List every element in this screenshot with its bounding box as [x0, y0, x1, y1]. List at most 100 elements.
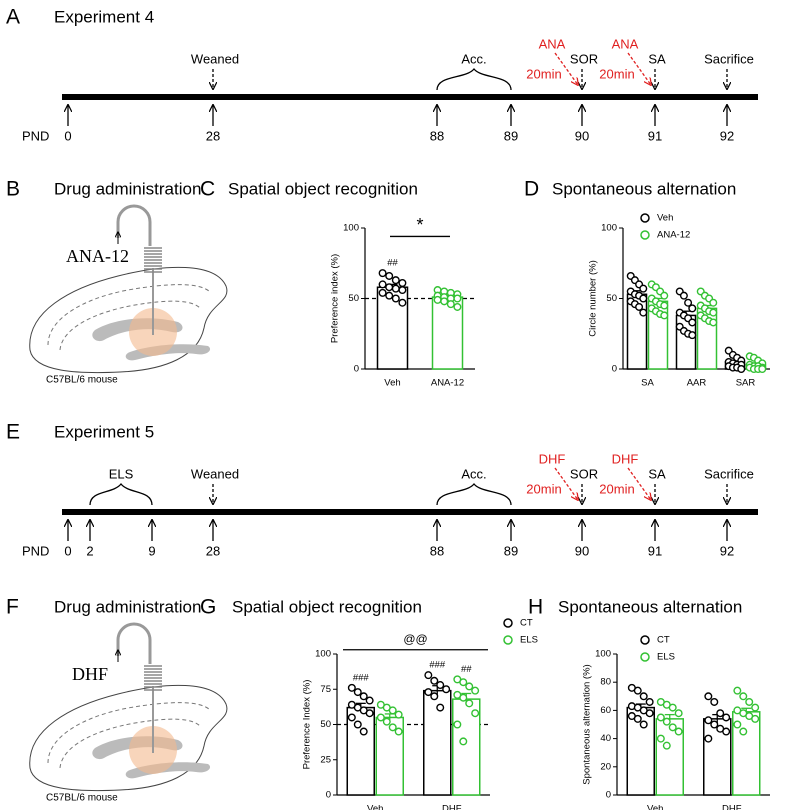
- data-point: [704, 716, 713, 725]
- data-point: [645, 697, 654, 706]
- event-label: Sacrifice: [704, 51, 754, 66]
- data-point: [365, 696, 374, 705]
- data-point: [391, 294, 400, 303]
- drug-arrow: [554, 467, 578, 500]
- panel-label: C: [200, 178, 215, 201]
- data-point: [424, 688, 433, 697]
- data-point: [459, 737, 468, 746]
- x-tick-label: AAR: [687, 378, 707, 389]
- drug-label: DHF: [539, 451, 566, 466]
- y-tick-label: 0: [612, 364, 617, 375]
- data-point: [668, 723, 677, 732]
- data-point: [639, 692, 648, 701]
- axis-label: PND: [22, 543, 49, 558]
- y-tick-label: 50: [606, 293, 617, 304]
- data-point: [645, 709, 654, 718]
- drug-arrow: [627, 52, 651, 85]
- x-tick-label: ANA-12: [431, 378, 464, 389]
- event-label: ELS: [109, 466, 134, 481]
- legend-label: ELS: [657, 652, 675, 663]
- x-tick-label: SA: [641, 378, 654, 389]
- significance-label: ###: [353, 672, 370, 683]
- data-point: [716, 709, 725, 718]
- data-point: [674, 727, 683, 736]
- data-point: [660, 291, 669, 300]
- data-point: [674, 709, 683, 718]
- day-label: 2: [86, 543, 93, 558]
- y-tick-label: 75: [320, 684, 331, 695]
- data-point: [684, 298, 693, 307]
- data-point: [359, 692, 368, 701]
- data-point: [737, 365, 746, 374]
- day-label: 0: [64, 543, 71, 558]
- data-point: [378, 288, 387, 297]
- data-point: [739, 692, 748, 701]
- significance-label: ##: [461, 664, 472, 675]
- data-point: [376, 713, 385, 722]
- x-tick-label: Veh: [384, 378, 400, 389]
- day-label: 92: [720, 543, 734, 558]
- legend-marker: [503, 618, 513, 628]
- y-tick-label: 100: [315, 649, 331, 660]
- drug-label: DHF: [612, 451, 639, 466]
- event-label: SA: [648, 51, 666, 66]
- data-point: [758, 365, 767, 374]
- data-point: [394, 727, 403, 736]
- tubing: [116, 622, 152, 664]
- data-point: [436, 681, 445, 690]
- brace: [89, 482, 153, 506]
- data-point: [453, 302, 462, 311]
- data-point: [388, 706, 397, 715]
- data-point: [465, 699, 474, 708]
- y-tick-label: 25: [320, 754, 331, 765]
- data-point: [385, 271, 394, 280]
- data-point: [471, 709, 480, 718]
- drug-label: ANA: [612, 36, 639, 51]
- data-point: [688, 318, 697, 327]
- legend-marker: [503, 635, 513, 645]
- data-point: [424, 671, 433, 680]
- comparison-label: @@: [403, 632, 427, 646]
- strain-label: C57BL/6 mouse: [46, 375, 118, 386]
- data-point: [709, 318, 718, 327]
- y-tick-label: 40: [600, 733, 611, 744]
- data-point: [639, 284, 648, 293]
- data-point: [436, 703, 445, 712]
- event-label: Weaned: [191, 51, 239, 66]
- layer: [59, 300, 201, 351]
- brace: [436, 67, 512, 91]
- data-point: [433, 295, 442, 304]
- data-point: [347, 713, 356, 722]
- data-point: [710, 720, 719, 729]
- legend-label: ELS: [520, 635, 538, 646]
- event-label: Sacrifice: [704, 466, 754, 481]
- data-point: [635, 302, 644, 311]
- data-point: [347, 683, 356, 692]
- data-point: [391, 284, 400, 293]
- data-point: [704, 734, 713, 743]
- chart-title: Spatial object recognition: [232, 597, 422, 616]
- y-tick-label: 0: [326, 790, 331, 801]
- y-tick-label: 80: [600, 677, 611, 688]
- day-label: 28: [206, 128, 220, 143]
- y-tick-label: 0: [354, 364, 359, 375]
- drug-name: ANA-12: [66, 246, 129, 266]
- event-label: SA: [648, 466, 666, 481]
- drug-label: ANA: [539, 36, 566, 51]
- day-label: 9: [148, 543, 155, 558]
- chart-title: Spontaneous alternation: [558, 597, 742, 616]
- day-label: 91: [648, 543, 662, 558]
- y-axis-label: Spontaneous alternation (%): [582, 664, 593, 784]
- data-point: [365, 709, 374, 718]
- data-point: [430, 676, 439, 685]
- data-point: [465, 682, 474, 691]
- data-point: [745, 697, 754, 706]
- data-point: [668, 703, 677, 712]
- significance-label: ##: [387, 258, 398, 269]
- data-point: [359, 727, 368, 736]
- comparison-label: *: [416, 215, 423, 235]
- strain-label: C57BL/6 mouse: [46, 793, 118, 804]
- panel-label: E: [6, 421, 20, 444]
- interval-label: 20min: [526, 481, 561, 496]
- layer: [59, 718, 201, 769]
